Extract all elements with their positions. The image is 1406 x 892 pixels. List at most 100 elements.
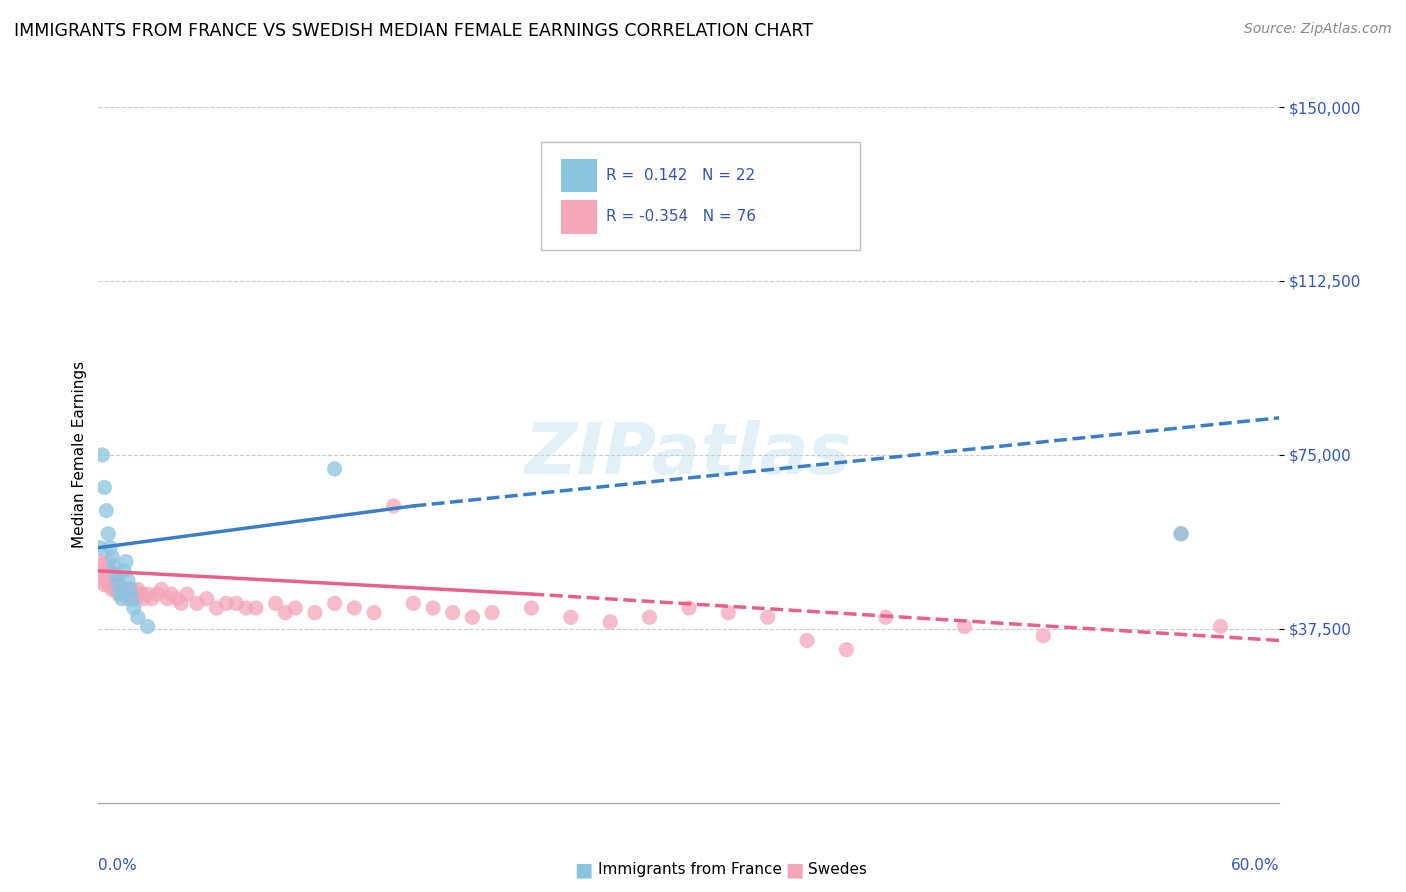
Point — [205, 601, 228, 615]
Text: ZIPatlas: ZIPatlas — [526, 420, 852, 490]
Point — [717, 606, 740, 620]
Point — [136, 619, 159, 633]
Point — [108, 587, 131, 601]
Point — [101, 573, 124, 587]
Point — [796, 633, 818, 648]
Point — [756, 610, 779, 624]
Point — [93, 480, 115, 494]
Text: ■: ■ — [574, 860, 593, 880]
Point — [105, 568, 128, 582]
Point — [481, 606, 503, 620]
Text: 60.0%: 60.0% — [1232, 858, 1279, 873]
Point — [461, 610, 484, 624]
Point — [599, 615, 621, 629]
FancyBboxPatch shape — [541, 142, 860, 250]
Point — [127, 582, 149, 597]
Point — [128, 587, 150, 601]
Point — [160, 587, 183, 601]
Point — [225, 596, 247, 610]
Point — [107, 587, 129, 601]
Point — [122, 587, 145, 601]
Point — [112, 582, 135, 597]
Point — [422, 601, 444, 615]
Point — [146, 587, 169, 601]
Point — [141, 591, 163, 606]
Point — [118, 582, 141, 597]
Text: Swedes: Swedes — [808, 863, 868, 877]
Point — [245, 601, 267, 615]
Point — [107, 578, 129, 592]
Point — [156, 591, 179, 606]
Point — [115, 555, 138, 569]
Point — [105, 573, 128, 587]
Point — [96, 503, 118, 517]
Bar — [561, 201, 596, 234]
Point — [111, 591, 134, 606]
Point — [1170, 526, 1192, 541]
Point — [96, 555, 118, 569]
Point — [441, 606, 464, 620]
Point — [115, 587, 138, 601]
Point — [103, 578, 125, 592]
Point — [111, 582, 134, 597]
Point — [186, 596, 208, 610]
Point — [150, 582, 173, 597]
Point — [122, 601, 145, 615]
Point — [323, 596, 346, 610]
Point — [953, 619, 976, 633]
Point — [136, 587, 159, 601]
Point — [103, 568, 125, 582]
Point — [118, 587, 141, 601]
Bar — [561, 159, 596, 192]
Point — [127, 610, 149, 624]
Point — [93, 578, 115, 592]
Point — [235, 601, 257, 615]
Point — [98, 564, 121, 578]
Point — [97, 564, 120, 578]
Point — [96, 568, 118, 582]
Point — [121, 591, 143, 606]
Point — [97, 578, 120, 592]
Y-axis label: Median Female Earnings: Median Female Earnings — [72, 361, 87, 549]
Point — [103, 559, 125, 574]
Point — [678, 601, 700, 615]
Point — [1170, 526, 1192, 541]
Point — [323, 462, 346, 476]
Point — [112, 587, 135, 601]
Point — [343, 601, 366, 615]
Point — [131, 587, 153, 601]
Text: 0.0%: 0.0% — [98, 858, 138, 873]
Point — [97, 526, 120, 541]
Point — [560, 610, 582, 624]
Point — [98, 541, 121, 555]
Text: IMMIGRANTS FROM FRANCE VS SWEDISH MEDIAN FEMALE EARNINGS CORRELATION CHART: IMMIGRANTS FROM FRANCE VS SWEDISH MEDIAN… — [14, 22, 813, 40]
Point — [215, 596, 238, 610]
Text: Immigrants from France: Immigrants from France — [598, 863, 782, 877]
Point — [89, 541, 111, 555]
Point — [170, 596, 193, 610]
Point — [93, 573, 115, 587]
Point — [101, 549, 124, 564]
Point — [91, 448, 114, 462]
Point — [274, 606, 297, 620]
Text: Source: ZipAtlas.com: Source: ZipAtlas.com — [1244, 22, 1392, 37]
Point — [363, 606, 385, 620]
Point — [1032, 629, 1054, 643]
Point — [264, 596, 287, 610]
Point — [195, 591, 218, 606]
Point — [284, 601, 307, 615]
Point — [107, 578, 129, 592]
Point — [101, 582, 124, 597]
Point — [89, 555, 111, 569]
Point — [105, 582, 128, 597]
Point — [125, 591, 148, 606]
Point — [112, 564, 135, 578]
Point — [98, 573, 121, 587]
Point — [108, 578, 131, 592]
Text: R = -0.354   N = 76: R = -0.354 N = 76 — [606, 210, 756, 225]
Point — [875, 610, 897, 624]
Text: ■: ■ — [785, 860, 804, 880]
Point — [402, 596, 425, 610]
Point — [638, 610, 661, 624]
Point — [121, 582, 143, 597]
